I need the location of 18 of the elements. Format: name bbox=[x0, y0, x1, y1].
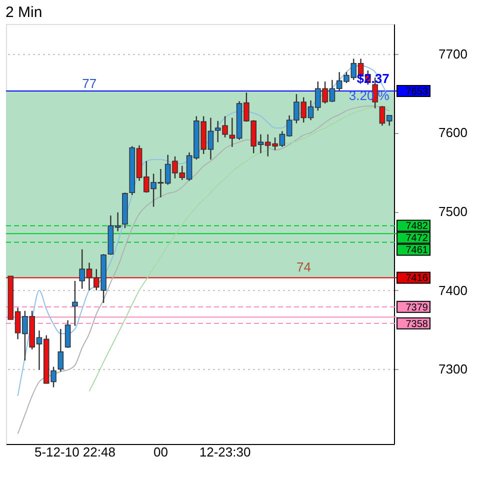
y-tick-label: 7600 bbox=[438, 125, 468, 140]
annotation: 77 bbox=[82, 76, 97, 91]
ref-line-label: 7482 bbox=[406, 221, 428, 232]
ref-line-label: 7653 bbox=[406, 86, 428, 98]
x-tick-label: 00 bbox=[153, 444, 168, 460]
chart-title: 2 Min bbox=[6, 4, 42, 21]
y-tick-label: 7700 bbox=[438, 46, 468, 62]
annotation: 74 bbox=[296, 260, 311, 275]
ref-line-label: 7472 bbox=[406, 233, 428, 244]
x-tick-label: 5-12-10 22:48 bbox=[34, 444, 116, 460]
y-tick-label: 7300 bbox=[438, 362, 468, 377]
y-tick-label: 7400 bbox=[438, 282, 468, 298]
ref-line-label: 7358 bbox=[406, 318, 428, 330]
x-tick-label: 12-23:30 bbox=[199, 444, 251, 460]
ref-line-label: 7416 bbox=[406, 273, 428, 284]
ref-line-label: 7379 bbox=[406, 302, 428, 314]
ref-line-label: 7461 bbox=[406, 245, 428, 256]
y-tick-label: 7500 bbox=[438, 204, 468, 220]
